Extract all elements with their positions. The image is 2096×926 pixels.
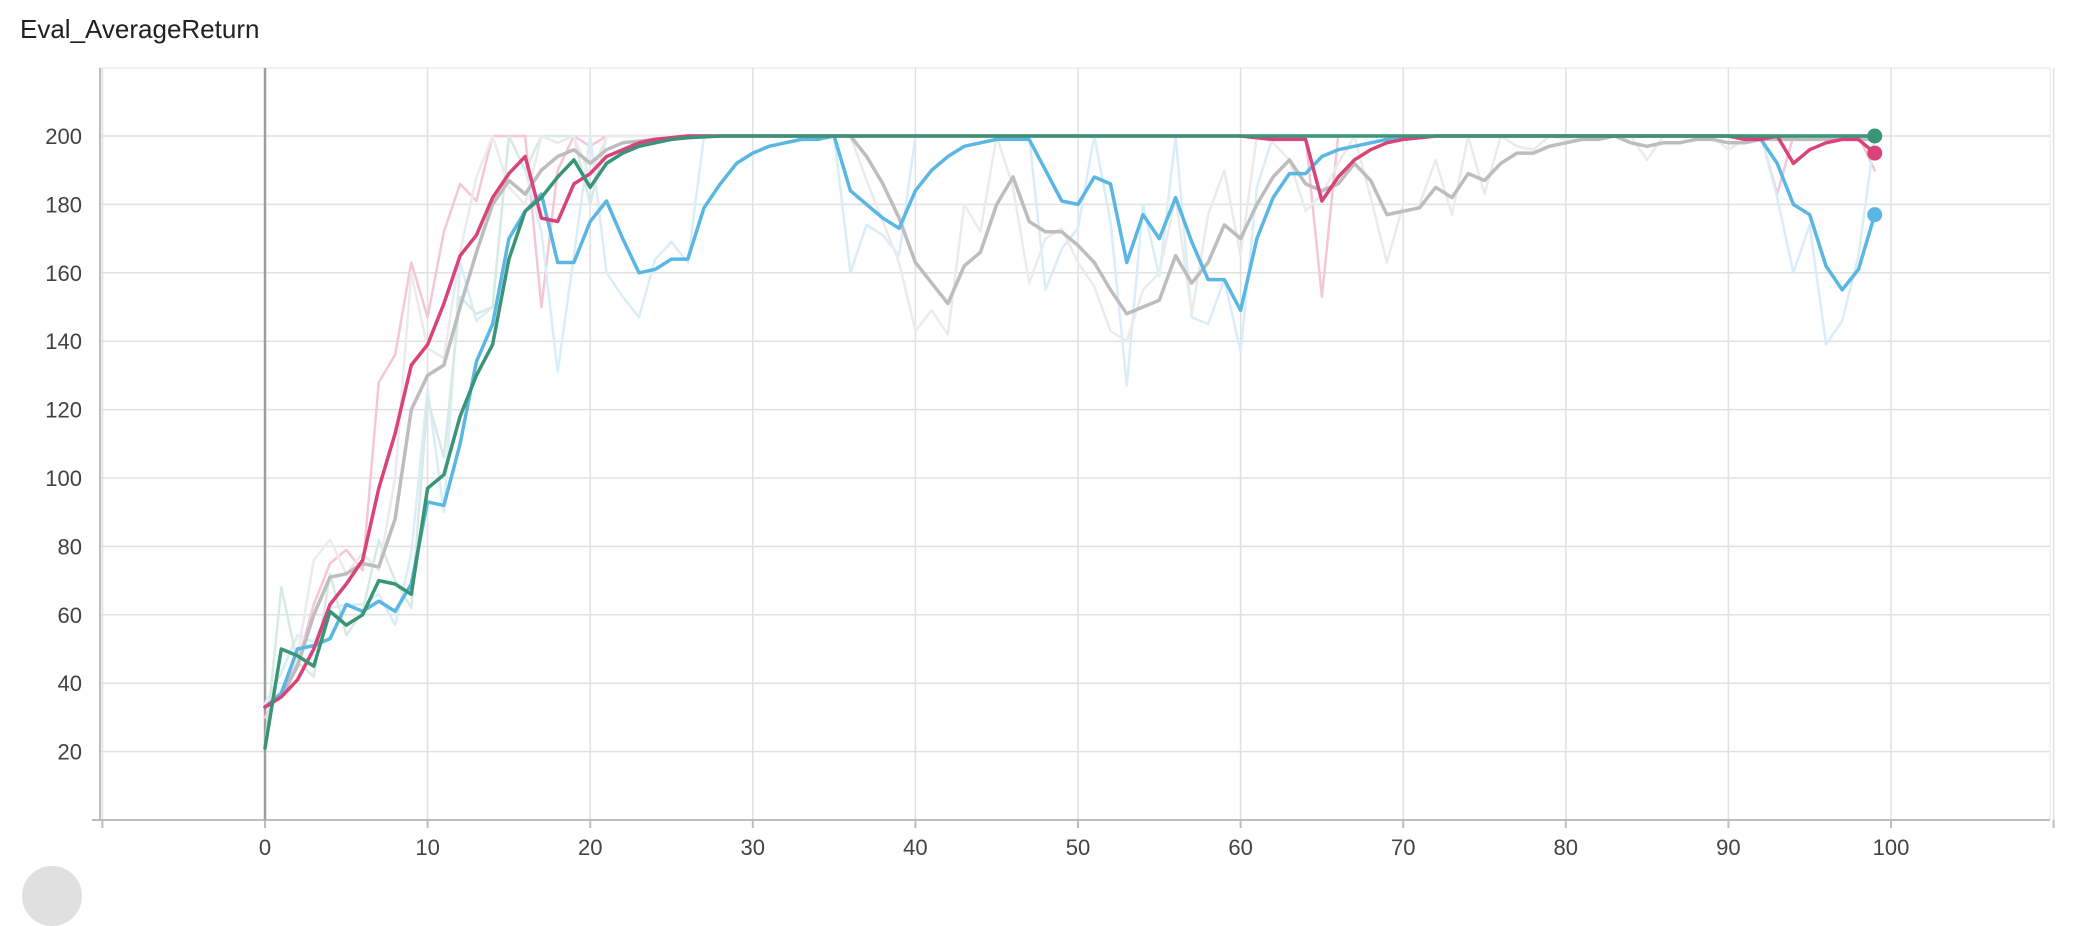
x-tick-label: 100 <box>1873 835 1910 860</box>
x-tick-label: 20 <box>578 835 602 860</box>
x-tick-label: 40 <box>903 835 927 860</box>
raw-series-line <box>263 134 1876 709</box>
y-tick-label: 140 <box>45 329 82 354</box>
y-tick-label: 20 <box>58 740 82 765</box>
x-tick-label: 60 <box>1228 835 1252 860</box>
axes <box>92 68 2055 828</box>
y-tick-label: 100 <box>45 466 82 491</box>
x-tick-label: 70 <box>1391 835 1415 860</box>
smoothed-series-layer[interactable] <box>263 134 1877 750</box>
x-tick-label: 30 <box>741 835 765 860</box>
series-line[interactable] <box>263 134 1877 750</box>
series-line[interactable] <box>263 134 1877 709</box>
x-tick-label: 90 <box>1716 835 1740 860</box>
y-axis-tick-labels: 20 40 60 80 100 120 140 160 180 200 <box>45 124 82 765</box>
x-tick-label: 80 <box>1554 835 1578 860</box>
series-endpoint-marker[interactable] <box>1867 145 1883 161</box>
y-tick-label: 200 <box>45 124 82 149</box>
grid-lines <box>100 67 2055 820</box>
series-line[interactable] <box>263 134 1877 709</box>
series-endpoint-marker[interactable] <box>1867 207 1883 223</box>
series-endpoint-marker[interactable] <box>1867 128 1883 144</box>
series-endpoints[interactable] <box>1867 128 1883 223</box>
raw-series-line <box>263 134 1876 705</box>
raw-series-line <box>263 134 1876 750</box>
y-tick-label: 160 <box>45 261 82 286</box>
y-tick-label: 60 <box>58 603 82 628</box>
line-chart[interactable]: 20 40 60 80 100 120 140 160 180 200 0 10 20 30 40 50 60… <box>0 0 2096 876</box>
x-axis-tick-labels: 0 10 20 30 40 50 60 70 80 90 100 <box>259 835 1909 860</box>
x-tick-label: 50 <box>1066 835 1090 860</box>
y-tick-label: 120 <box>45 398 82 423</box>
x-tick-label: 10 <box>415 835 439 860</box>
avatar[interactable] <box>22 866 82 926</box>
y-tick-label: 80 <box>58 534 82 559</box>
series-line[interactable] <box>263 134 1877 709</box>
x-tick-label: 0 <box>259 835 271 860</box>
raw-series-layer <box>263 134 1876 750</box>
y-tick-label: 180 <box>45 192 82 217</box>
y-tick-label: 40 <box>58 671 82 696</box>
chart-title: Eval_AverageReturn <box>20 14 260 44</box>
raw-series-line <box>263 134 1876 719</box>
